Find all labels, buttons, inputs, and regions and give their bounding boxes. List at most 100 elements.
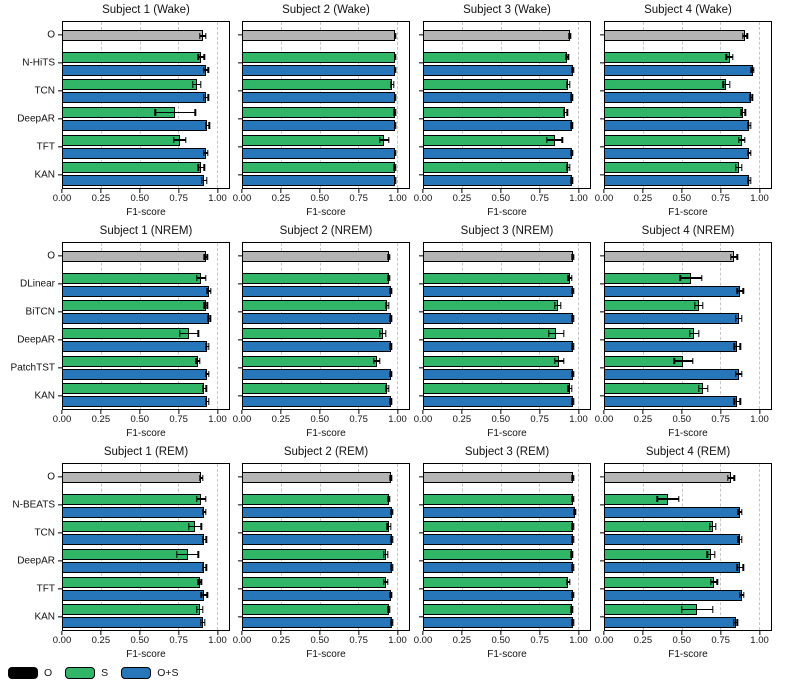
error-bar-cap [390, 474, 392, 482]
y-tick [419, 616, 423, 618]
bar-s [424, 383, 571, 395]
bar-group [243, 492, 409, 520]
x-tick-label: 1.00 [750, 193, 769, 204]
error-bar [386, 387, 389, 390]
error-bar [202, 387, 207, 390]
bar-o-plus-s [243, 534, 393, 546]
bar-group [63, 105, 229, 133]
chart-title: Subject 3 (NREM) [460, 225, 554, 237]
error-bar-cap [390, 619, 393, 626]
x-tick [319, 189, 321, 193]
x-tick [358, 410, 360, 414]
error-bar-cap [205, 385, 207, 392]
bar-row [605, 162, 771, 174]
error-bar-cap [734, 370, 737, 378]
x-tick-label: 0.50 [491, 193, 511, 204]
bar-o-plus-s [424, 561, 574, 573]
error-bar-cap [566, 109, 568, 116]
bar-group [243, 602, 409, 630]
bar-row [243, 368, 409, 380]
y-tick-label: TFT [36, 141, 55, 153]
error-bar [563, 111, 568, 114]
x-tick-label: 1.00 [750, 414, 769, 425]
error-bar [734, 345, 741, 348]
error-bar-cap [736, 564, 738, 571]
x-tick-label: 1.00 [208, 193, 227, 204]
x-tick [178, 631, 180, 635]
x-axis: 0.00 0.25 0.50 0.75 1.00 [595, 631, 772, 648]
error-bar-cap [206, 591, 209, 599]
error-bar-cap [571, 591, 574, 599]
bar-row [63, 313, 229, 325]
bar-row [605, 119, 771, 131]
x-tick [461, 631, 463, 635]
error-bar [568, 387, 572, 390]
gridline [101, 22, 103, 188]
bar-s [605, 79, 727, 91]
error-bar-cap [749, 94, 751, 101]
bar-row [63, 561, 229, 573]
y-tick [238, 283, 242, 285]
plot-area [242, 242, 410, 410]
bar-s [63, 134, 180, 146]
x-tick [319, 631, 321, 635]
error-bar-cap [571, 523, 574, 530]
bar-groups [424, 22, 590, 188]
x-tick [216, 189, 219, 193]
gridline [358, 464, 360, 630]
bar-group [424, 602, 590, 630]
error-bar-cap [202, 66, 205, 74]
x-axis-title: F1-score [668, 207, 708, 218]
y-axis [232, 242, 242, 410]
bar-s [243, 134, 385, 146]
error-bar-cap [388, 302, 390, 309]
error-bar-cap [389, 370, 391, 378]
error-bar-cap [737, 508, 740, 516]
error-bar [207, 317, 211, 320]
x-tick-label: 0.50 [672, 414, 692, 425]
x-tick [577, 631, 580, 635]
bar-row [605, 493, 771, 505]
x-tick-label: 1.00 [569, 635, 588, 646]
x-tick-label: 0.25 [271, 193, 291, 204]
bar-row [63, 79, 229, 91]
bar-row [605, 576, 771, 588]
bar-row [63, 272, 229, 284]
error-bar [176, 553, 199, 556]
error-bar-cap [570, 551, 572, 558]
error-bar [570, 553, 573, 556]
bar-row [605, 272, 771, 284]
error-bar [570, 179, 573, 182]
error-bar-cap [395, 66, 397, 74]
error-bar-cap [208, 398, 210, 405]
legend-label-o: O [44, 667, 53, 679]
gridline [500, 22, 502, 188]
bar-row [424, 327, 590, 339]
bar-group [424, 22, 590, 50]
y-tick [419, 283, 423, 285]
gridline [577, 464, 579, 630]
bar-o-plus-s [63, 368, 208, 380]
x-axis-title: F1-score [126, 649, 166, 660]
bar-o [424, 251, 574, 263]
error-bar [723, 83, 730, 86]
y-tick [238, 311, 242, 313]
legend-label-o-plus-s: O+S [157, 667, 179, 679]
bar-groups [424, 243, 590, 409]
gridline [396, 464, 398, 630]
error-bar-cap [395, 149, 397, 157]
gridline [643, 243, 645, 409]
y-tick [419, 255, 423, 257]
legend-item-s: S [65, 667, 108, 679]
x-tick [758, 631, 761, 635]
bar-group [605, 547, 771, 575]
error-bar-cap [389, 606, 391, 613]
bar-row [63, 162, 229, 174]
y-tick [600, 504, 604, 506]
bar-o [243, 30, 396, 42]
error-bar [201, 621, 205, 624]
y-axis [594, 21, 604, 189]
bar-s [63, 383, 205, 395]
bar-o-plus-s [605, 92, 752, 104]
subplot-subject-2-rem: Subject 2 (REM) 0.00 0.25 0.50 0.75 1.00 F1-sc… [232, 445, 413, 661]
